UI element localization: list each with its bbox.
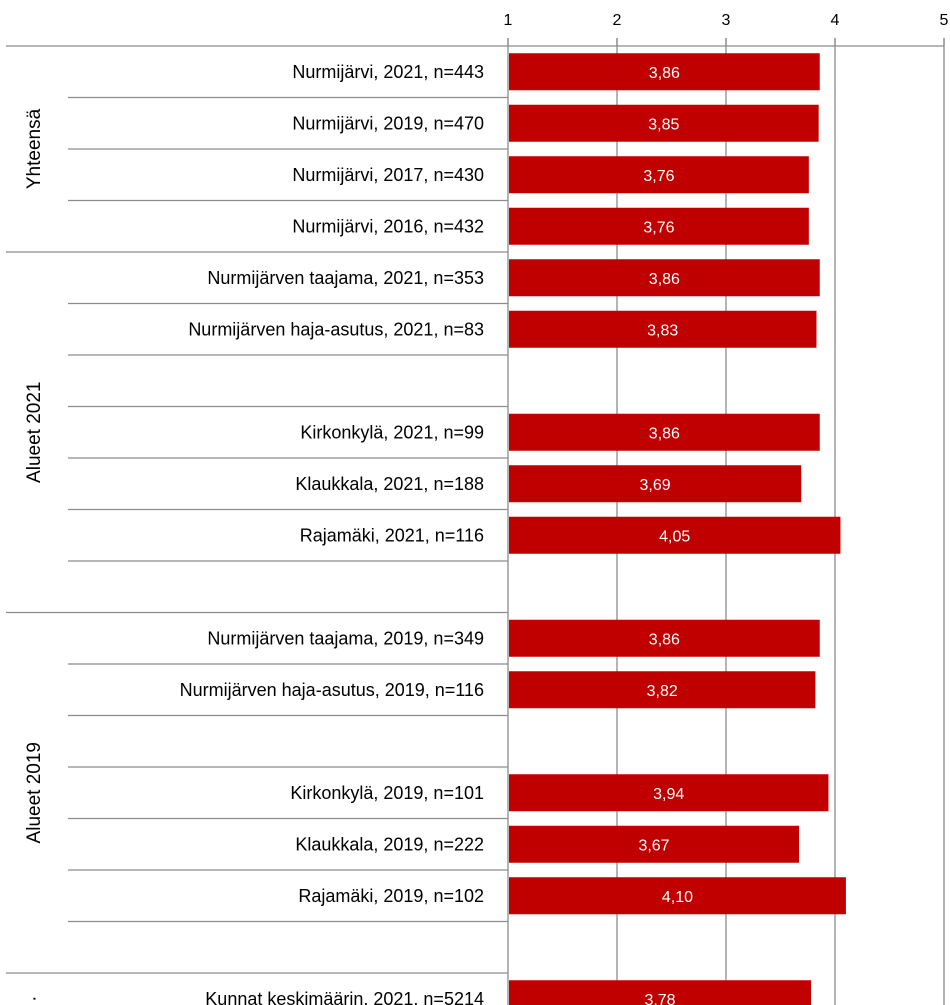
data-label: 3,67 xyxy=(638,837,669,854)
x-tick-label: 1 xyxy=(504,12,513,29)
bar xyxy=(509,413,820,451)
data-label: 3,86 xyxy=(649,271,680,288)
bar xyxy=(509,259,820,297)
category-label: Nurmijärven taajama, 2021, n=353 xyxy=(207,268,484,288)
category-labels: Nurmijärvi, 2021, n=443 Nurmijärvi, 2019,… xyxy=(180,62,484,1005)
data-label: 4,05 xyxy=(659,528,690,545)
category-label: Rajamäki, 2019, n=102 xyxy=(298,886,484,906)
bar xyxy=(509,877,846,915)
category-label: Kirkonkylä, 2019, n=101 xyxy=(290,783,484,803)
x-tick-label: 4 xyxy=(831,12,840,29)
category-label: Nurmijärvi, 2021, n=443 xyxy=(292,62,484,82)
bar xyxy=(509,774,829,812)
bar xyxy=(509,104,819,142)
bar xyxy=(509,980,812,1005)
data-label: 3,78 xyxy=(644,992,675,1005)
data-label: 3,86 xyxy=(649,65,680,82)
group-label: · xyxy=(24,996,45,1002)
category-label: Nurmijärven taajama, 2019, n=349 xyxy=(207,628,484,648)
bar xyxy=(509,516,841,554)
bar xyxy=(509,207,809,245)
category-label: Klaukkala, 2019, n=222 xyxy=(295,834,484,854)
category-label: Nurmijärven haja-asutus, 2021, n=83 xyxy=(188,319,484,339)
category-label: Nurmijärvi, 2017, n=430 xyxy=(292,165,484,185)
group-label: Alueet 2019 xyxy=(24,742,45,843)
x-tick-label: 3 xyxy=(722,12,731,29)
data-label: 3,86 xyxy=(649,425,680,442)
category-label: Kunnat keskimäärin, 2021, n=5214 xyxy=(205,989,484,1005)
category-label: Nurmijärvi, 2019, n=470 xyxy=(292,113,484,133)
category-label: Nurmijärven haja-asutus, 2019, n=116 xyxy=(180,680,484,700)
bars: 3,86 3,85 3,76 3,76 3,86 3,83 3,86 3,69 4,05 3,86… xyxy=(509,53,846,1005)
category-label: Nurmijärvi, 2016, n=432 xyxy=(292,216,484,236)
data-label: 4,10 xyxy=(662,889,693,906)
group-separators xyxy=(6,45,944,974)
bar xyxy=(509,156,809,194)
data-label: 3,69 xyxy=(640,477,671,494)
data-label: 3,76 xyxy=(643,168,674,185)
x-tick-label: 2 xyxy=(613,12,622,29)
group-label: Alueet 2021 xyxy=(24,382,45,483)
data-label: 3,83 xyxy=(647,322,678,339)
data-label: 3,94 xyxy=(653,786,684,803)
data-label: 3,86 xyxy=(649,631,680,648)
category-label: Kirkonkylä, 2021, n=99 xyxy=(300,422,484,442)
bar xyxy=(509,619,820,657)
bar xyxy=(509,310,817,348)
x-axis-ticks: 1 2 3 4 5 xyxy=(504,12,949,46)
data-label: 3,76 xyxy=(643,219,674,236)
group-label: Yhteensä xyxy=(24,108,45,189)
category-label: Rajamäki, 2021, n=116 xyxy=(300,525,484,545)
bar xyxy=(509,465,802,503)
data-label: 3,85 xyxy=(648,116,679,133)
bar xyxy=(509,671,816,709)
x-tick-label: 5 xyxy=(940,12,949,29)
bar xyxy=(509,53,820,91)
data-label: 3,82 xyxy=(647,683,678,700)
category-label: Klaukkala, 2021, n=188 xyxy=(295,474,484,494)
bar xyxy=(509,825,800,863)
group-labels: Yhteensä Alueet 2021 Alueet 2019 · xyxy=(24,108,45,1001)
